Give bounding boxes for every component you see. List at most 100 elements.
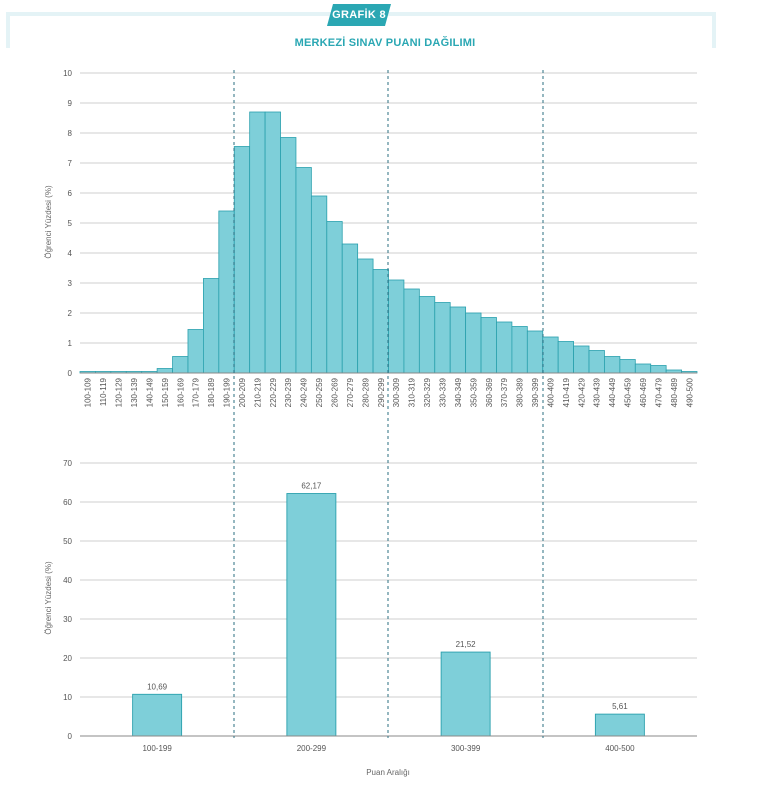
histogram-bar [480,317,497,374]
histogram-bar [357,258,374,374]
bottom-x-tick-label: 200-299 [297,744,327,753]
histogram-bar [511,326,528,374]
histogram-bar [403,288,420,374]
top-x-tick-label: 490-500 [685,377,694,407]
top-x-tick-label: 260-269 [331,377,340,407]
top-y-tick-label: 8 [68,129,73,138]
top-y-tick-label: 4 [68,249,73,258]
histogram-bar [187,329,204,374]
summary-bar [286,493,337,737]
top-x-tick-label: 380-389 [516,377,525,407]
histogram-bar [326,221,343,374]
histogram-bar [202,278,220,374]
top-x-tick-label: 100-109 [84,377,93,407]
bottom-y-tick-label: 0 [68,732,73,741]
bottom-y-tick-label: 20 [63,654,72,663]
histogram-bar [573,345,590,374]
histogram-bar [650,365,667,374]
histogram-bar [295,167,312,374]
histogram-bar [218,210,235,374]
top-y-tick-label: 7 [68,159,73,168]
bottom-y-tick-label: 70 [63,459,72,468]
top-x-tick-label: 280-289 [361,377,370,407]
top-x-tick-label: 230-239 [284,377,293,407]
histogram-bar [588,350,605,374]
histogram-bar [634,363,652,374]
top-x-tick-label: 420-429 [577,377,586,407]
top-x-tick-label: 470-479 [654,377,663,407]
summary-bar-chart: 0 10 20 30 40 50 60 70 10,69 100-199 62,17 200-299 2… [63,459,697,753]
top-x-tick-label: 330-339 [438,377,447,407]
top-y-tick-label: 5 [68,219,73,228]
top-x-tick-label: 180-189 [207,377,216,407]
top-y-tick-label: 2 [68,309,73,318]
top-x-tick-label: 270-279 [346,377,355,407]
bottom-y-tick-label: 50 [63,537,72,546]
top-y-tick-label: 10 [63,69,72,78]
summary-bar [132,693,183,737]
top-x-tick-label: 300-309 [392,377,401,407]
histogram-bar [310,195,328,374]
bottom-y-tick-label: 10 [63,693,72,702]
top-y-tick-label: 6 [68,189,73,198]
summary-bar [440,651,491,737]
histogram-chart: 0 1 2 3 4 5 6 7 8 9 10 100-109 110-119 120-129 130-139… [63,69,698,407]
top-x-tick-label: 150-159 [161,377,170,407]
summary-bar-value-label: 5,61 [612,702,628,711]
top-x-tick-label: 360-369 [485,377,494,407]
top-x-tick-label: 310-319 [408,377,417,407]
top-x-tick-label: 130-139 [130,377,139,407]
top-y-tick-label: 0 [68,369,73,378]
histogram-bar [557,341,574,374]
histogram-bar [542,336,559,374]
top-x-tick-label: 250-259 [315,377,324,407]
top-x-tick-label: 160-169 [176,377,185,407]
top-x-tick-label: 210-219 [253,377,262,407]
top-x-tick-label: 200-209 [238,377,247,407]
summary-bar-value-label: 62,17 [301,482,322,491]
top-y-tick-label: 9 [68,99,73,108]
histogram-bar [619,359,636,374]
histogram-bar [465,312,482,374]
top-x-tick-label: 400-409 [546,377,555,407]
top-x-tick-label: 440-449 [608,377,617,407]
summary-bar-value-label: 21,52 [456,640,477,649]
bottom-x-tick-label: 100-199 [142,744,172,753]
top-x-tick-label: 120-129 [115,377,124,407]
top-x-tick-label: 450-459 [624,377,633,407]
histogram-bar [156,368,173,374]
histogram-bar [418,296,436,374]
histogram-bar [372,269,389,374]
histogram-bar [388,279,405,374]
top-x-tick-label: 480-489 [670,377,679,407]
top-x-tick-label: 340-349 [454,377,463,407]
histogram-bar [434,302,451,374]
top-x-tick-label: 350-359 [469,377,478,407]
bottom-x-tick-label: 400-500 [605,744,635,753]
top-y-tick-label: 1 [68,339,73,348]
summary-bar-value-label: 10,69 [147,682,168,691]
top-x-tick-label: 410-419 [562,377,571,407]
bottom-y-axis-label: Öğrenci Yüzdesi (%) [44,561,53,635]
top-y-axis-label: Öğrenci Yüzdesi (%) [44,185,53,259]
top-x-tick-label: 220-229 [269,377,278,407]
figure-badge: GRAFİK 8 [327,4,391,26]
top-x-tick-label: 140-149 [145,377,154,407]
histogram-bar [341,243,359,374]
bottom-y-tick-label: 30 [63,615,72,624]
top-x-tick-label: 320-329 [423,377,432,407]
top-x-tick-label: 430-439 [593,377,602,407]
histogram-bar [249,111,266,374]
histogram-bar [233,146,251,374]
top-x-tick-label: 370-379 [500,377,509,407]
top-x-tick-label: 170-179 [192,377,201,407]
top-x-tick-label: 390-399 [531,377,540,407]
histogram-bar [172,356,189,374]
histogram-bar [280,137,297,374]
top-x-tick-label: 240-249 [300,377,309,407]
top-y-tick-label: 3 [68,279,73,288]
top-x-tick-label: 190-199 [223,377,232,407]
histogram-bar [526,330,544,374]
histogram-bar [496,321,513,374]
